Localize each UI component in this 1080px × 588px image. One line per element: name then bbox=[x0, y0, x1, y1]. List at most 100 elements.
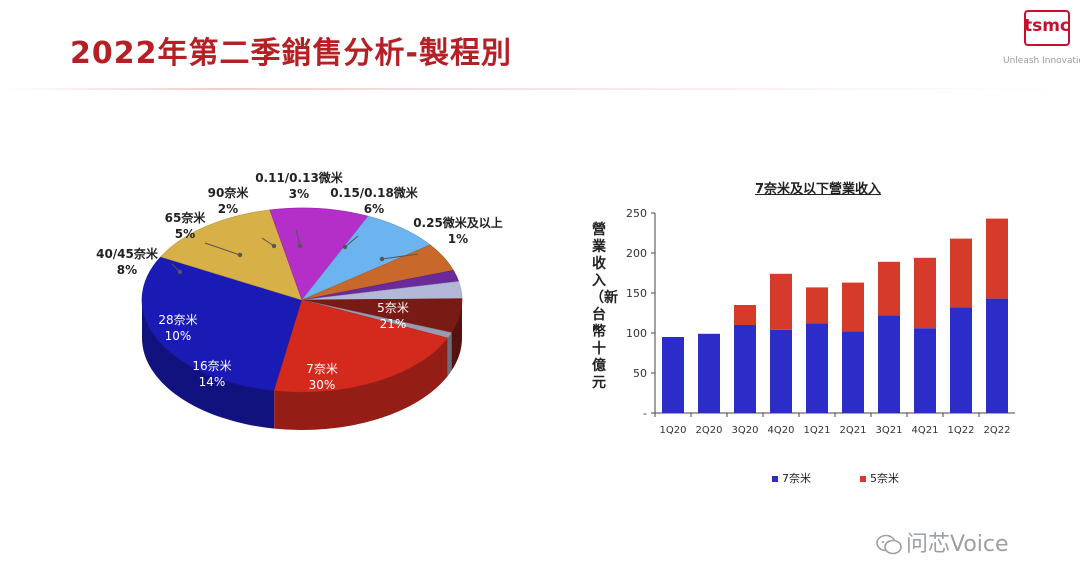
x-tick-label: 4Q20 bbox=[768, 425, 795, 436]
pie-label-value: 30% bbox=[308, 378, 336, 392]
legend-item-7nm: 7奈米 bbox=[772, 470, 811, 486]
x-tick-label: 1Q22 bbox=[948, 425, 975, 436]
x-tick-label: 1Q20 bbox=[660, 425, 687, 436]
bar-5nm-2Q21 bbox=[842, 282, 864, 332]
pie-label-name: 7奈米 bbox=[306, 362, 338, 376]
pie-label-value: 5% bbox=[174, 227, 196, 241]
pie-label-value: 21% bbox=[379, 317, 407, 331]
pie-label-value: 3% bbox=[288, 187, 310, 201]
bar-5nm-2Q22 bbox=[986, 218, 1008, 299]
pie-label-3: 40/45奈米 8% bbox=[96, 246, 158, 278]
pie-leader-dot-6 bbox=[297, 243, 303, 249]
bar-7nm-1Q20 bbox=[662, 337, 684, 413]
bar-5nm-3Q20 bbox=[734, 305, 756, 325]
x-tick-label: 3Q20 bbox=[732, 425, 759, 436]
pie-label-8: 0.25微米及以上 1% bbox=[413, 215, 503, 247]
logo-text: tsmc bbox=[1023, 16, 1071, 36]
logo-mark bbox=[1024, 10, 1070, 46]
bar-7nm-3Q21 bbox=[878, 315, 900, 413]
pie-label-name: 65奈米 bbox=[164, 211, 206, 225]
pie-label-5: 90奈米 2% bbox=[208, 185, 249, 217]
pie-leader-line-6 bbox=[295, 229, 301, 247]
tsmc-logo: tsmc bbox=[1012, 6, 1080, 64]
y-tick-label: 50 bbox=[633, 367, 647, 380]
wechat-icon bbox=[876, 534, 902, 555]
process-pie-chart bbox=[141, 207, 463, 431]
legend-item-5nm: 5奈米 bbox=[860, 470, 899, 486]
pie-label-1: 16奈米 14% bbox=[192, 358, 231, 390]
watermark: 问芯Voice bbox=[876, 526, 1009, 558]
pie-label-0: 7奈米 30% bbox=[306, 361, 338, 393]
watermark-text: 问芯Voice bbox=[906, 532, 1009, 557]
pie-leader-dot-7 bbox=[342, 244, 348, 250]
bar-7nm-3Q20 bbox=[734, 325, 756, 413]
pie-label-name: 0.15/0.18微米 bbox=[330, 186, 418, 200]
bar-7nm-2Q22 bbox=[986, 298, 1008, 413]
legend-swatch-7nm bbox=[772, 476, 778, 482]
pie-label-value: 10% bbox=[164, 329, 192, 343]
pie-label-name: 16奈米 bbox=[192, 359, 232, 373]
bar-5nm-1Q22 bbox=[950, 238, 972, 308]
pie-leader-line-4 bbox=[204, 242, 241, 256]
pie-label-2: 28奈米 10% bbox=[158, 312, 197, 344]
pie-side-0 bbox=[142, 300, 275, 429]
pie-label-7: 0.15/0.18微米 6% bbox=[330, 185, 418, 217]
x-tick-label: 4Q21 bbox=[912, 425, 939, 436]
pie-label-name: 90奈米 bbox=[207, 186, 249, 200]
pie-label-name: 5奈米 bbox=[377, 301, 409, 315]
pie-leader-line-7 bbox=[344, 235, 359, 248]
x-tick-label: 2Q20 bbox=[696, 425, 723, 436]
bar-7nm-1Q21 bbox=[806, 323, 828, 413]
x-tick-label: 2Q21 bbox=[840, 425, 867, 436]
bar-chart-title: 7奈米及以下營業收入 bbox=[755, 182, 882, 197]
pie-leader-line-8 bbox=[381, 253, 419, 260]
pie-label-value: 1% bbox=[447, 232, 469, 246]
pie-side-7 bbox=[451, 300, 462, 371]
pie-slice-1 bbox=[160, 209, 303, 301]
pie-label-value: 14% bbox=[198, 375, 226, 389]
x-tick-label: 2Q22 bbox=[984, 425, 1011, 436]
pie-slice-0 bbox=[141, 256, 303, 391]
pie-leader-dot-8 bbox=[379, 256, 385, 262]
pie-label-value: 2% bbox=[217, 202, 239, 216]
x-tick-label: 1Q21 bbox=[804, 425, 831, 436]
pie-label-4: 65奈米 5% bbox=[165, 210, 206, 242]
y-tick-label: 100 bbox=[626, 327, 647, 340]
pie-leader-dot-3 bbox=[177, 269, 183, 275]
y-tick-label: 250 bbox=[626, 207, 647, 220]
legend-swatch-5nm bbox=[860, 476, 866, 482]
tagline: Unleash Innovation bbox=[1003, 56, 1080, 66]
x-tick-label: 3Q21 bbox=[876, 425, 903, 436]
y-tick-label: - bbox=[643, 407, 647, 420]
pie-slice-2 bbox=[269, 207, 369, 301]
bar-7nm-2Q20 bbox=[698, 333, 720, 413]
pie-leader-line-5 bbox=[261, 237, 275, 247]
y-tick-label: 200 bbox=[626, 247, 647, 260]
legend-label-5nm: 5奈米 bbox=[870, 472, 899, 485]
bar-5nm-4Q20 bbox=[770, 273, 792, 330]
bar-7nm-4Q21 bbox=[914, 328, 936, 413]
pie-side-8 bbox=[447, 332, 452, 377]
pie-leader-dot-4 bbox=[237, 252, 243, 258]
bar-7nm-2Q21 bbox=[842, 331, 864, 413]
bar-5nm-3Q21 bbox=[878, 261, 900, 316]
pie-label-value: 6% bbox=[363, 202, 385, 216]
y-tick-label: 150 bbox=[626, 287, 647, 300]
pie-label-name: 28奈米 bbox=[158, 313, 198, 327]
pie-label-9: 5奈米 21% bbox=[377, 300, 409, 332]
pie-side-9 bbox=[274, 338, 448, 431]
bar-5nm-1Q21 bbox=[806, 287, 828, 324]
bar-5nm-4Q21 bbox=[914, 257, 936, 329]
pie-label-name: 40/45奈米 bbox=[96, 247, 158, 261]
bar-7nm-4Q20 bbox=[770, 329, 792, 413]
revenue-bar-chart: - 50 100 150 200 250 1Q20 2Q20 3Q20 4Q20 1Q21 2Q21 3… bbox=[626, 207, 1015, 436]
pie-label-value: 8% bbox=[116, 263, 138, 277]
pie-label-name: 0.25微米及以上 bbox=[413, 216, 503, 230]
pie-slice-9 bbox=[273, 299, 449, 393]
page-title: 2022年第二季銷售分析-製程別 bbox=[70, 36, 512, 71]
bar-7nm-1Q22 bbox=[950, 307, 972, 413]
pie-leader-dot-5 bbox=[271, 243, 277, 249]
pie-label-6: 0.11/0.13微米 3% bbox=[255, 170, 343, 202]
legend-label-7nm: 7奈米 bbox=[782, 472, 811, 485]
title-rule bbox=[0, 88, 1080, 90]
